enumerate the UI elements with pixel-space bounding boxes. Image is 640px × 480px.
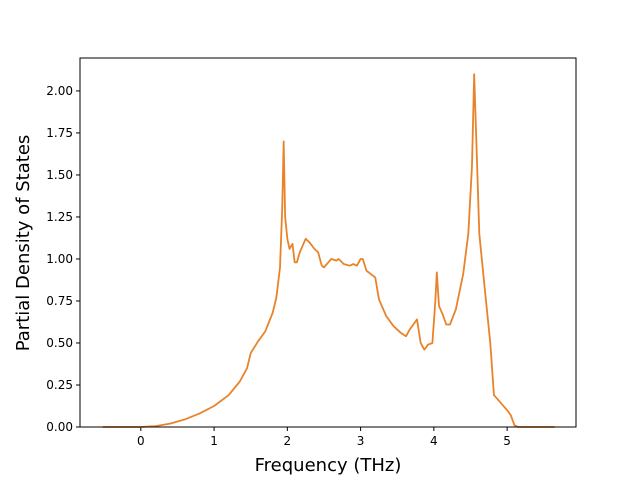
y-tick-label: 0.00 (46, 420, 73, 434)
x-tick-label: 1 (210, 434, 218, 448)
y-tick-label: 0.50 (46, 336, 73, 350)
x-tick-label: 0 (137, 434, 145, 448)
x-tick-label: 3 (357, 434, 365, 448)
y-axis-label: Partial Density of States (13, 135, 34, 352)
y-tick-label: 2.00 (46, 84, 73, 98)
plot-frame (79, 57, 577, 428)
y-tick-label: 1.25 (46, 210, 73, 224)
y-tick-label: 1.75 (46, 126, 73, 140)
x-axis-label: Frequency (THz) (255, 455, 402, 476)
y-tick-label: 1.50 (46, 168, 73, 182)
x-tick-label: 5 (503, 434, 511, 448)
x-tick-label: 2 (284, 434, 292, 448)
y-tick-label: 0.75 (46, 294, 73, 308)
y-tick-label: 0.25 (46, 378, 73, 392)
line (102, 73, 555, 428)
y-tick-label: 1.00 (46, 252, 73, 266)
x-tick-label: 4 (430, 434, 438, 448)
